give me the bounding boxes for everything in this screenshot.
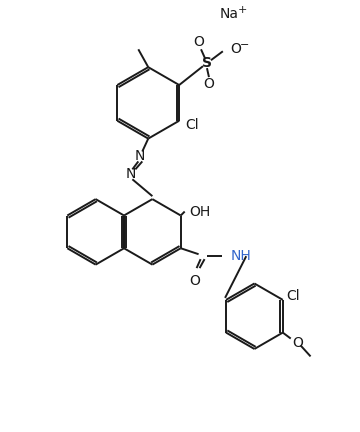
Text: O: O (293, 336, 303, 349)
Text: N: N (125, 167, 136, 181)
Text: Cl: Cl (287, 289, 300, 303)
Text: N: N (135, 149, 145, 163)
Text: O: O (189, 274, 200, 288)
Text: +: + (238, 5, 247, 15)
Text: Cl: Cl (185, 118, 199, 132)
Text: Na: Na (220, 6, 239, 21)
Text: NH: NH (230, 249, 251, 263)
Text: S: S (202, 56, 212, 70)
Text: O: O (230, 42, 241, 56)
Text: −: − (240, 40, 249, 50)
Text: O: O (203, 77, 215, 91)
Text: O: O (194, 35, 204, 49)
Text: OH: OH (190, 204, 211, 219)
